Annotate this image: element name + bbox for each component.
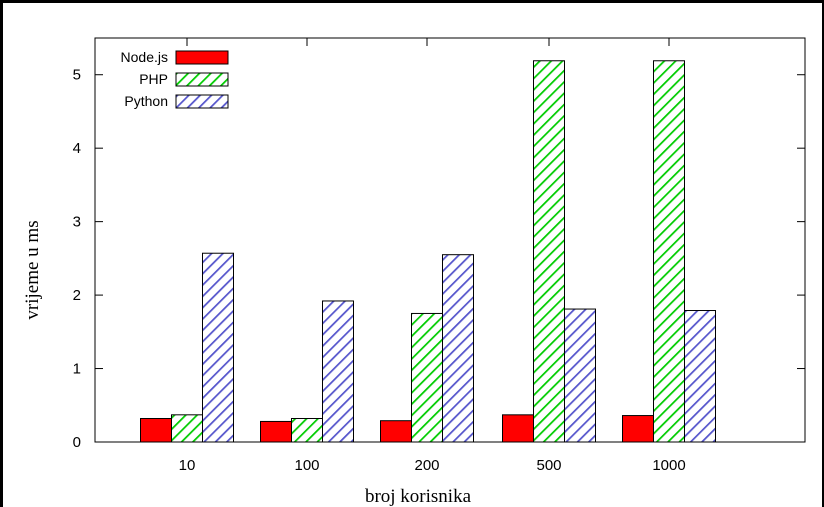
bar-python-100 xyxy=(322,300,354,443)
y-axis-title: vrijeme u ms xyxy=(22,220,43,319)
y-tick-label: 3 xyxy=(73,214,81,231)
bar-node-js-200 xyxy=(380,420,412,443)
bar-php-200 xyxy=(411,312,443,443)
y-tick-label: 0 xyxy=(73,434,81,451)
legend-swatch xyxy=(175,72,229,87)
bar-python-200 xyxy=(442,254,474,443)
bar-php-500 xyxy=(533,60,565,443)
bar-node-js-500 xyxy=(502,414,534,443)
y-tick-label: 2 xyxy=(73,287,81,304)
legend-swatch xyxy=(175,94,229,109)
x-tick-label: 100 xyxy=(294,457,319,474)
bar-node-js-10 xyxy=(140,417,172,443)
x-tick-label: 500 xyxy=(536,457,561,474)
y-tick-label: 1 xyxy=(73,361,81,378)
bar-php-10 xyxy=(171,414,203,443)
x-tick-label: 10 xyxy=(179,457,196,474)
x-tick-label: 1000 xyxy=(652,457,685,474)
legend-label: Python xyxy=(124,93,168,109)
y-axis: 0 1 2 3 4 5 xyxy=(73,67,805,451)
bar-python-1000 xyxy=(684,310,716,443)
legend-swatch xyxy=(175,50,229,65)
y-tick-label: 4 xyxy=(73,140,81,157)
bar-node-js-1000 xyxy=(622,415,654,443)
x-axis: 10 100 200 500 1000 xyxy=(179,38,686,474)
bars-group xyxy=(140,60,716,443)
legend-label: Node.js xyxy=(121,49,168,65)
bar-node-js-100 xyxy=(260,420,292,443)
bar-php-100 xyxy=(291,417,323,443)
bar-python-500 xyxy=(564,308,596,443)
legend: Node.js PHP Python xyxy=(121,49,229,109)
y-tick-label: 5 xyxy=(73,67,81,84)
bar-php-1000 xyxy=(653,60,685,443)
x-axis-title: broj korisnika xyxy=(365,486,472,507)
x-tick-label: 200 xyxy=(414,457,439,474)
bar-python-10 xyxy=(202,252,234,443)
legend-label: PHP xyxy=(139,71,168,87)
